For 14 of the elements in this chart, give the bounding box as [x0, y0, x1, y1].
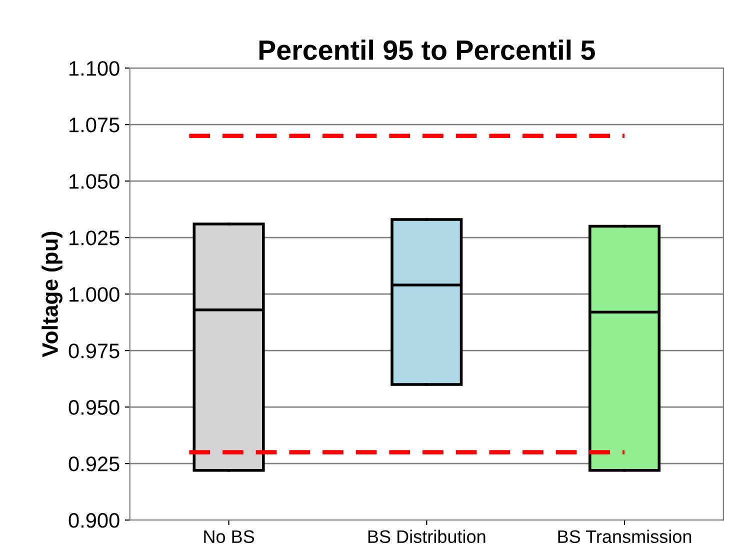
y-tick-label: 0.900: [68, 513, 120, 528]
y-tick-label: 0.925: [68, 456, 120, 472]
y-tick-label: 1.100: [70, 61, 120, 76]
chart-title: Percentil 95 to Percentil 5: [259, 40, 595, 60]
x-tick-label: BS Transmission: [558, 530, 692, 544]
y-tick-label: 1.025: [70, 230, 120, 246]
y-tick-label: 1.000: [70, 287, 120, 302]
y-tick-label: 1.075: [70, 118, 120, 132]
y-tick-label: 0.975: [68, 344, 120, 358]
x-tick-label: No BS: [204, 530, 254, 544]
y-tick-label: 0.950: [68, 400, 120, 415]
y-axis-title: Voltage (pu): [42, 232, 62, 358]
y-tick-label: 1.050: [70, 174, 120, 189]
x-tick-label: BS Distribution: [368, 530, 486, 544]
